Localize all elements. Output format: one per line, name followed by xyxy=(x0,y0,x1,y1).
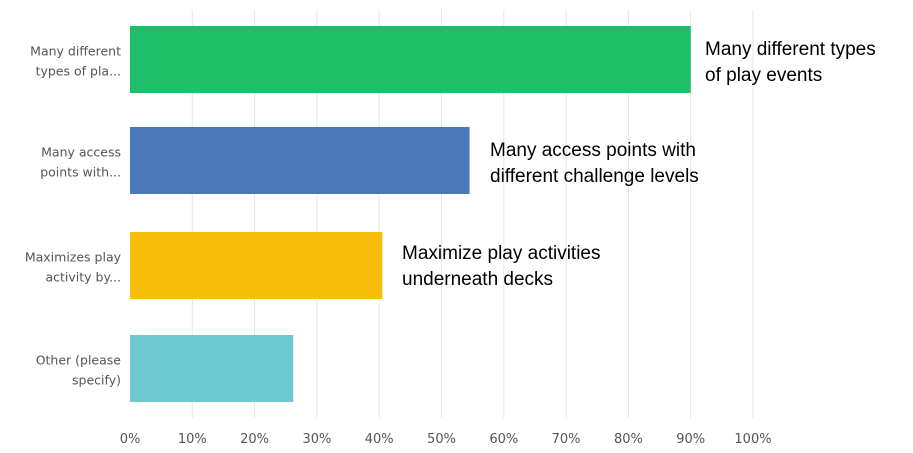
bar-annotation: Many access points with different challen… xyxy=(490,140,699,187)
bar xyxy=(130,335,294,402)
bars xyxy=(130,26,691,402)
x-tick-label: 10% xyxy=(178,432,207,447)
x-tick-label: 20% xyxy=(240,432,269,447)
bar-annotation: Many different types of play events xyxy=(705,39,876,86)
x-tick-label: 90% xyxy=(676,432,705,447)
bar xyxy=(130,127,470,194)
bar-annotation: Maximize play activities underneath decks xyxy=(402,243,601,290)
x-tick-label: 40% xyxy=(365,432,394,447)
category-label: Other (please specify) xyxy=(36,353,122,388)
x-tick-label: 100% xyxy=(734,432,771,447)
x-tick-label: 30% xyxy=(302,432,331,447)
x-axis-tick-labels: 0% 10% 20% 30% 40% 50% 60% 70% 80% 90% 100% xyxy=(120,432,772,447)
annotations: Many different types of play events Many a… xyxy=(402,39,876,290)
bar xyxy=(130,26,691,93)
category-label: Many access points with... xyxy=(40,145,121,180)
bar xyxy=(130,232,383,299)
x-tick-label: 80% xyxy=(614,432,643,447)
x-tick-label: 60% xyxy=(489,432,518,447)
category-labels: Many different types of pla... Many access… xyxy=(25,44,122,388)
x-tick-label: 0% xyxy=(120,432,141,447)
category-label: Maximizes play activity by... xyxy=(25,250,122,285)
category-label: Many different types of pla... xyxy=(30,44,121,79)
x-tick-label: 70% xyxy=(552,432,581,447)
x-tick-label: 50% xyxy=(427,432,456,447)
